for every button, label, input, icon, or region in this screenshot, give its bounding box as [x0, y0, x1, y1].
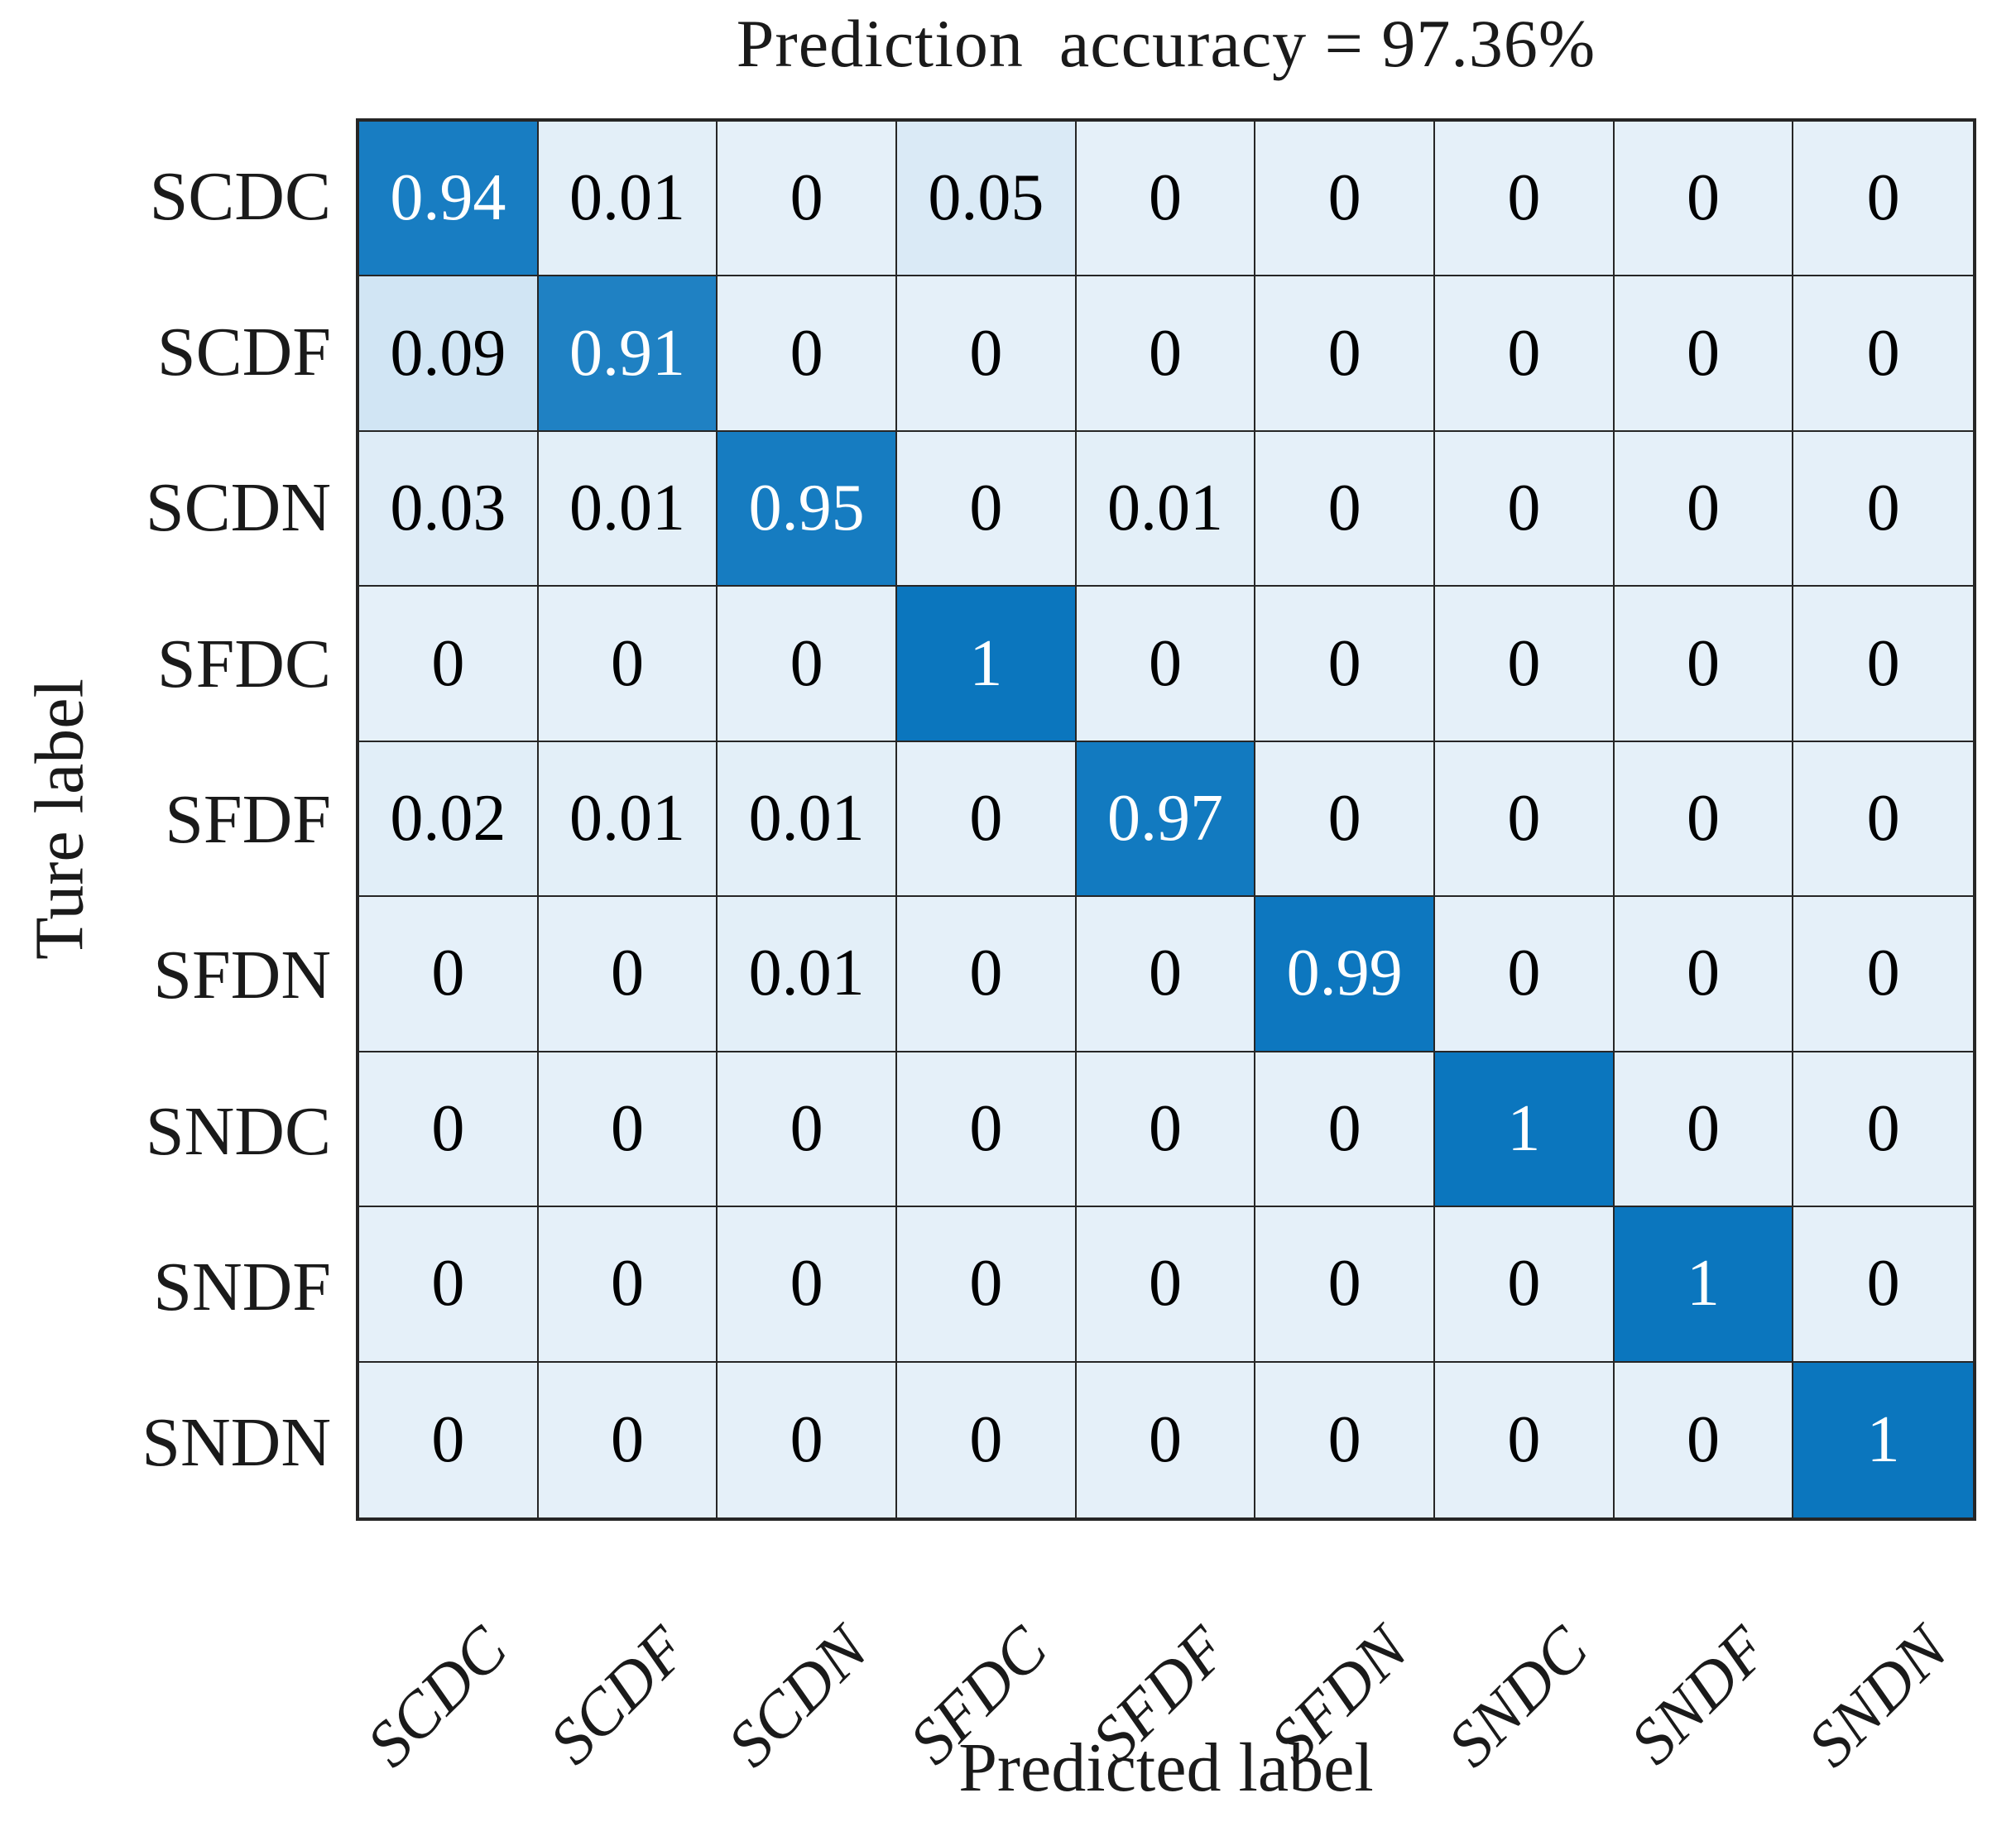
matrix-cell: 0 — [1614, 276, 1794, 432]
matrix-cell: 0 — [1793, 587, 1973, 742]
matrix-cell: 0 — [1793, 276, 1973, 432]
matrix-cell: 0.94 — [359, 122, 539, 277]
y-tick-label: SNDF — [153, 1248, 331, 1326]
matrix-cell: 0 — [1614, 587, 1794, 742]
matrix-cell: 0 — [359, 1362, 539, 1517]
matrix-cell: 0 — [718, 587, 897, 742]
matrix-cell: 0 — [1255, 431, 1435, 587]
matrix-cell: 0 — [897, 431, 1077, 587]
matrix-cell: 0 — [1793, 741, 1973, 898]
y-tick-label: SNDN — [142, 1404, 331, 1482]
matrix-cell: 1 — [1435, 1052, 1615, 1208]
matrix-cell: 0 — [1614, 1362, 1794, 1517]
matrix-cell: 0.02 — [359, 741, 539, 898]
matrix-cell: 0 — [718, 122, 897, 277]
matrix-cell: 0 — [1793, 1207, 1973, 1363]
matrix-cell: 1 — [1614, 1207, 1794, 1363]
matrix-cell: 0 — [718, 1362, 897, 1517]
matrix-cell: 0 — [1435, 741, 1615, 898]
matrix-cell: 0.09 — [359, 276, 539, 432]
matrix-cell: 0 — [897, 1362, 1077, 1517]
y-tick-label: SCDN — [145, 469, 331, 547]
matrix-cell: 0 — [1076, 897, 1256, 1052]
matrix-cell: 0 — [1255, 1052, 1435, 1208]
matrix-cell: 0 — [1435, 1362, 1615, 1517]
matrix-cell: 0 — [1435, 276, 1615, 432]
matrix-cell: 0.03 — [359, 431, 539, 587]
matrix-cell: 0 — [1076, 1362, 1256, 1517]
y-tick-label: SFDN — [153, 937, 331, 1014]
matrix-cell: 0.99 — [1255, 897, 1435, 1052]
matrix-cell: 0 — [1255, 741, 1435, 898]
matrix-cell: 0 — [1793, 1052, 1973, 1208]
matrix-cell: 0 — [538, 1362, 718, 1517]
matrix-cell: 0 — [1793, 897, 1973, 1052]
matrix-cell: 0 — [1076, 1207, 1256, 1363]
matrix-cell: 0 — [538, 1052, 718, 1208]
matrix-cell: 0.01 — [538, 741, 718, 898]
matrix-cell: 0.01 — [538, 431, 718, 587]
matrix-cell: 0 — [897, 741, 1077, 898]
matrix-cell: 0.95 — [718, 431, 897, 587]
matrix-cell: 0 — [1614, 122, 1794, 277]
matrix-cell: 0 — [538, 1207, 718, 1363]
matrix-cell: 0 — [897, 897, 1077, 1052]
matrix-cell: 0.91 — [538, 276, 718, 432]
matrix-cell: 1 — [1793, 1362, 1973, 1517]
matrix-cell: 0 — [1255, 122, 1435, 277]
matrix-cell: 0 — [1614, 1052, 1794, 1208]
matrix-cell: 0.05 — [897, 122, 1077, 277]
y-tick-label: SCDC — [149, 157, 331, 235]
matrix-cell: 0 — [718, 1207, 897, 1363]
matrix-cell: 0 — [1614, 897, 1794, 1052]
matrix-cell: 0 — [1793, 122, 1973, 277]
matrix-cell: 0 — [1076, 122, 1256, 277]
matrix-cell: 0 — [897, 1207, 1077, 1363]
matrix-cell: 0.01 — [538, 122, 718, 277]
matrix-cell: 0 — [1614, 431, 1794, 587]
matrix-cell: 0 — [359, 587, 539, 742]
matrix-cell: 0 — [359, 1207, 539, 1363]
matrix-cell: 0 — [1435, 587, 1615, 742]
matrix-grid: 0.94 0.01 0 0.05 0 0 0 0 0 0.09 0.91 0 0 0 0 0 0 0 0.03 0.0… — [356, 118, 1976, 1521]
matrix-cell: 0 — [1076, 276, 1256, 432]
matrix-cell: 0 — [1435, 897, 1615, 1052]
chart-title: Prediction accuracy = 97.36% — [736, 6, 1596, 81]
matrix-cell: 0 — [1255, 1362, 1435, 1517]
matrix-cell: 0 — [1076, 1052, 1256, 1208]
matrix-cell: 0.97 — [1076, 741, 1256, 898]
matrix-cell: 0 — [1793, 431, 1973, 587]
matrix-cell: 0 — [1435, 1207, 1615, 1363]
matrix-cell: 0 — [897, 276, 1077, 432]
matrix-cell: 0 — [1255, 587, 1435, 742]
y-tick-labels: SCDC SCDF SCDN SFDC SFDF SFDN SNDC SNDF SNDN — [0, 118, 331, 1521]
matrix-cell: 0.01 — [718, 897, 897, 1052]
y-tick-label: SCDF — [156, 313, 331, 391]
matrix-cell: 0 — [538, 897, 718, 1052]
matrix-cell: 0.01 — [718, 741, 897, 898]
matrix-cell: 0 — [359, 897, 539, 1052]
y-tick-label: SFDC — [156, 625, 331, 702]
matrix-cell: 0 — [1076, 587, 1256, 742]
y-tick-label: SNDC — [145, 1092, 331, 1170]
matrix-cell: 1 — [897, 587, 1077, 742]
x-axis-title: Predicted label — [958, 1729, 1374, 1806]
matrix-cell: 0 — [359, 1052, 539, 1208]
matrix-cell: 0 — [718, 276, 897, 432]
y-tick-label: SFDF — [165, 780, 331, 858]
matrix-cell: 0.01 — [1076, 431, 1256, 587]
matrix-cell: 0 — [1255, 276, 1435, 432]
matrix-cell: 0 — [718, 1052, 897, 1208]
matrix-cell: 0 — [1614, 741, 1794, 898]
matrix-cell: 0 — [1255, 1207, 1435, 1363]
matrix-cell: 0 — [1435, 431, 1615, 587]
matrix-cell: 0 — [897, 1052, 1077, 1208]
matrix-cell: 0 — [538, 587, 718, 742]
matrix-cell: 0 — [1435, 122, 1615, 277]
